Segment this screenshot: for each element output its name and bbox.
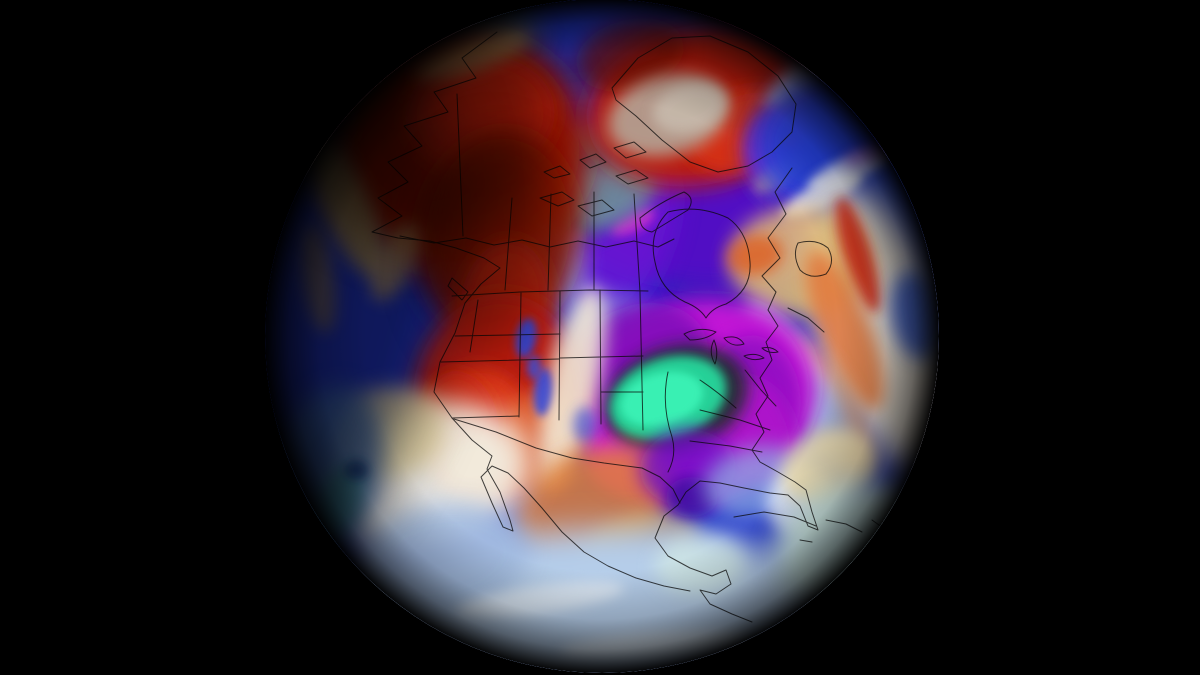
anomaly-region-arctic-purple-patch (388, 7, 416, 21)
limb-darkening-overlay (265, 0, 939, 673)
globe-disc (265, 0, 939, 673)
